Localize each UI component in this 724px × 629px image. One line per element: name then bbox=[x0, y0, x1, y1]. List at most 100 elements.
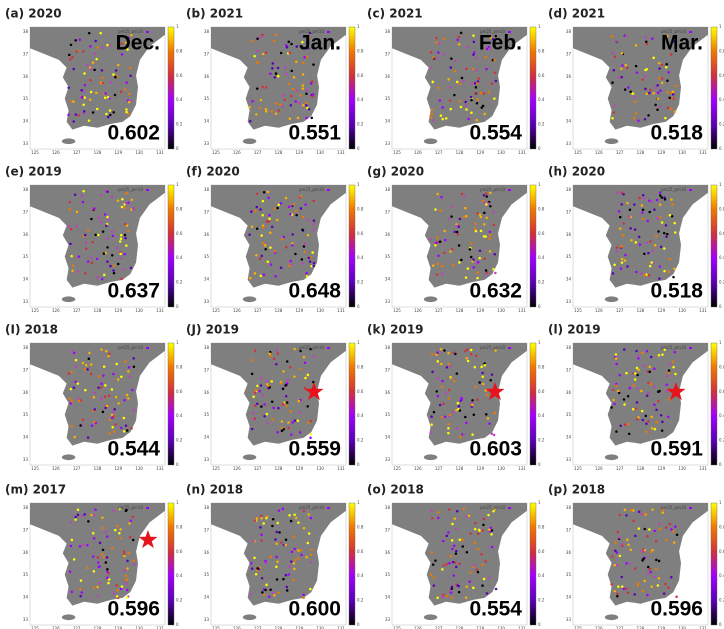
station-dot bbox=[271, 67, 274, 70]
station-dot bbox=[477, 528, 481, 532]
station-dot bbox=[429, 573, 433, 576]
station-dot bbox=[612, 111, 616, 114]
station-dot bbox=[659, 89, 662, 92]
station-dot bbox=[77, 255, 81, 258]
colorbar-tick-label: 0.4 bbox=[538, 573, 545, 578]
station-dot bbox=[122, 430, 126, 433]
station-dot bbox=[250, 225, 254, 229]
station-dot bbox=[634, 112, 638, 115]
station-dot bbox=[487, 45, 491, 49]
legend-swatch bbox=[689, 347, 692, 349]
colorbar bbox=[529, 502, 537, 626]
station-dot bbox=[494, 79, 498, 83]
colorbar-tick-label: 0.4 bbox=[538, 255, 545, 260]
colorbar-tick-label: 0.4 bbox=[357, 255, 364, 260]
x-tick-label: 127 bbox=[254, 626, 262, 629]
station-dot bbox=[641, 351, 644, 355]
station-dot bbox=[620, 575, 624, 579]
colorbar-tick-label: 0 bbox=[538, 462, 541, 467]
x-tick-label: 128 bbox=[456, 466, 464, 471]
station-dot bbox=[309, 560, 312, 564]
station-dot bbox=[435, 390, 438, 393]
station-dot bbox=[279, 51, 283, 55]
station-dot bbox=[657, 399, 660, 403]
station-dot bbox=[89, 45, 92, 48]
station-dot bbox=[88, 351, 91, 355]
station-dot bbox=[106, 576, 109, 580]
station-dot bbox=[668, 257, 672, 261]
station-dot bbox=[81, 418, 85, 421]
station-dot bbox=[261, 242, 265, 245]
station-dot bbox=[100, 397, 103, 400]
station-dot bbox=[77, 397, 80, 400]
station-dot bbox=[307, 532, 311, 535]
station-dot bbox=[636, 584, 640, 587]
colorbar-tick-label: 0.2 bbox=[719, 280, 724, 285]
y-tick-label: 37 bbox=[566, 367, 572, 372]
x-tick-label: 130 bbox=[497, 150, 505, 155]
station-dot bbox=[108, 432, 112, 435]
station-dot bbox=[260, 517, 263, 520]
station-dot bbox=[474, 229, 478, 233]
colorbar bbox=[529, 184, 537, 308]
station-dot bbox=[667, 270, 670, 274]
map bbox=[211, 503, 346, 621]
station-dot bbox=[94, 233, 97, 237]
station-dot bbox=[93, 513, 96, 517]
station-dot bbox=[72, 558, 76, 561]
station-dot bbox=[89, 256, 93, 259]
station-dot bbox=[256, 567, 259, 570]
station-dot bbox=[304, 203, 307, 206]
station-dot bbox=[119, 237, 123, 240]
station-dot bbox=[81, 50, 85, 53]
station-dot bbox=[80, 194, 84, 198]
station-dot bbox=[259, 566, 262, 569]
station-dot bbox=[100, 348, 103, 351]
station-dot bbox=[487, 47, 491, 51]
legend-swatch bbox=[508, 189, 511, 191]
station-dot bbox=[301, 87, 305, 90]
station-dot bbox=[281, 507, 285, 511]
station-dot bbox=[68, 397, 72, 400]
station-dot bbox=[643, 118, 647, 121]
jeju bbox=[61, 296, 76, 303]
station-dot bbox=[122, 552, 126, 556]
y-tick-label: 37 bbox=[23, 367, 29, 372]
colorbar-tick-label: 0.6 bbox=[538, 231, 545, 236]
station-dot bbox=[616, 389, 620, 393]
station-dot bbox=[469, 348, 473, 352]
station-dot bbox=[272, 406, 275, 410]
station-dot bbox=[262, 522, 265, 525]
panel-label: (f) 2020 bbox=[186, 165, 240, 179]
y-tick-label: 35 bbox=[204, 412, 210, 417]
station-dot bbox=[299, 349, 302, 353]
colorbar-tick-label: 0.4 bbox=[176, 97, 183, 102]
station-dot bbox=[665, 34, 669, 38]
station-dot bbox=[284, 384, 287, 387]
station-dot bbox=[493, 58, 496, 62]
station-dot bbox=[115, 584, 118, 587]
station-dot bbox=[612, 398, 615, 402]
station-dot bbox=[309, 587, 312, 591]
station-dot bbox=[439, 347, 443, 351]
station-dot bbox=[629, 548, 632, 552]
station-dot bbox=[471, 67, 475, 71]
station-dot bbox=[297, 556, 300, 560]
station-dot bbox=[451, 411, 455, 414]
colorbar-tick-label: 0 bbox=[538, 622, 541, 627]
station-dot bbox=[97, 233, 100, 237]
station-dot bbox=[458, 217, 462, 221]
station-dot bbox=[98, 541, 102, 545]
station-dot bbox=[112, 111, 115, 114]
x-tick-label: 129 bbox=[296, 308, 304, 313]
station-dot bbox=[674, 525, 677, 528]
station-dot bbox=[305, 104, 308, 107]
legend-swatch bbox=[689, 507, 692, 509]
station-dot bbox=[285, 246, 288, 249]
station-dot bbox=[665, 63, 668, 66]
station-dot bbox=[637, 119, 640, 122]
station-dot bbox=[293, 513, 296, 517]
colorbar-tick-label: 0.8 bbox=[719, 524, 724, 529]
station-dot bbox=[483, 363, 487, 367]
